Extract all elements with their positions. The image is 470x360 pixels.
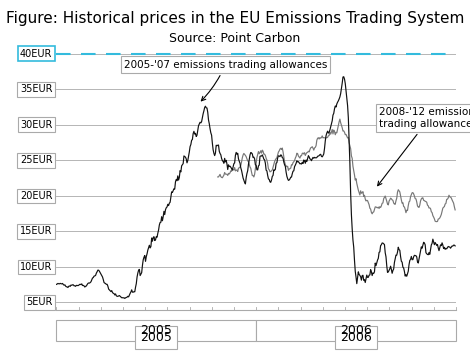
Text: 2005-'07 emissions trading allowances: 2005-'07 emissions trading allowances — [124, 59, 327, 101]
Text: 2005: 2005 — [141, 324, 172, 337]
Text: 30EUR: 30EUR — [20, 120, 53, 130]
Text: 2008-'12 emissions
trading allowances: 2008-'12 emissions trading allowances — [378, 107, 470, 186]
Text: 2005: 2005 — [141, 330, 172, 344]
Text: 5EUR: 5EUR — [26, 297, 53, 307]
Text: Figure: Historical prices in the EU Emissions Trading System: Figure: Historical prices in the EU Emis… — [6, 11, 464, 26]
Text: 2006: 2006 — [340, 330, 372, 344]
Text: 40EUR: 40EUR — [20, 49, 53, 59]
Text: Source: Point Carbon: Source: Point Carbon — [169, 32, 301, 45]
Text: 25EUR: 25EUR — [20, 156, 53, 166]
Text: 2006: 2006 — [340, 324, 372, 337]
Text: 20EUR: 20EUR — [20, 191, 53, 201]
Text: 35EUR: 35EUR — [20, 84, 53, 94]
FancyBboxPatch shape — [256, 320, 456, 341]
Text: 15EUR: 15EUR — [20, 226, 53, 237]
Text: 10EUR: 10EUR — [20, 262, 53, 272]
FancyBboxPatch shape — [56, 320, 256, 341]
